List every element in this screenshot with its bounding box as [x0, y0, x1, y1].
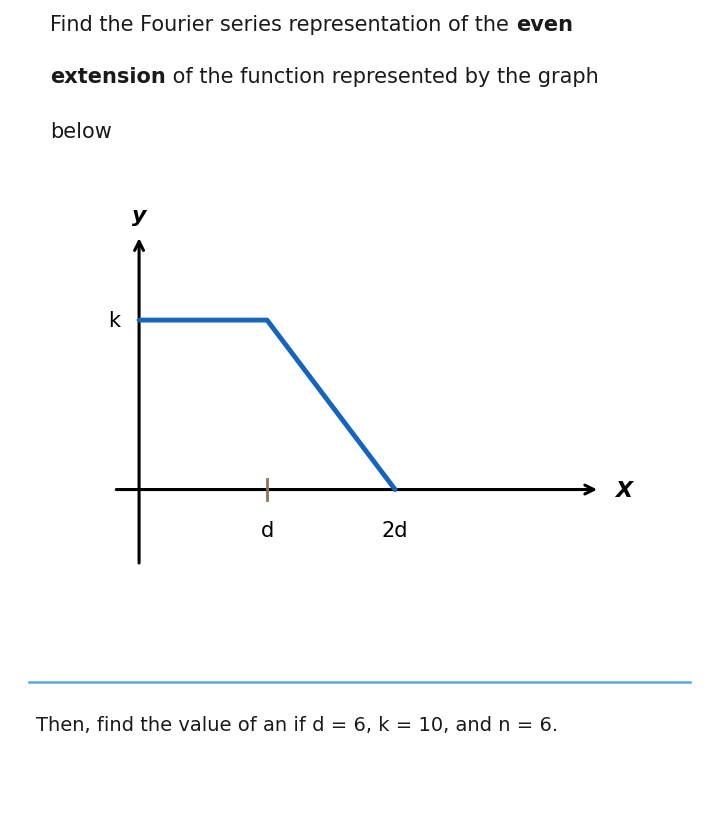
Text: Find the Fourier series representation of the: Find the Fourier series representation o… [50, 15, 516, 35]
Text: 2d: 2d [382, 520, 408, 540]
Text: even: even [516, 15, 573, 35]
Text: of the function represented by the graph: of the function represented by the graph [166, 67, 599, 87]
Text: d: d [260, 520, 274, 540]
Text: Then, find the value of an if d = 6, k = 10, and n = 6.: Then, find the value of an if d = 6, k =… [36, 715, 558, 734]
Text: below: below [50, 122, 112, 142]
Text: k: k [108, 311, 120, 331]
Text: extension: extension [50, 67, 166, 87]
Text: X: X [615, 480, 633, 500]
Text: y: y [132, 206, 146, 226]
